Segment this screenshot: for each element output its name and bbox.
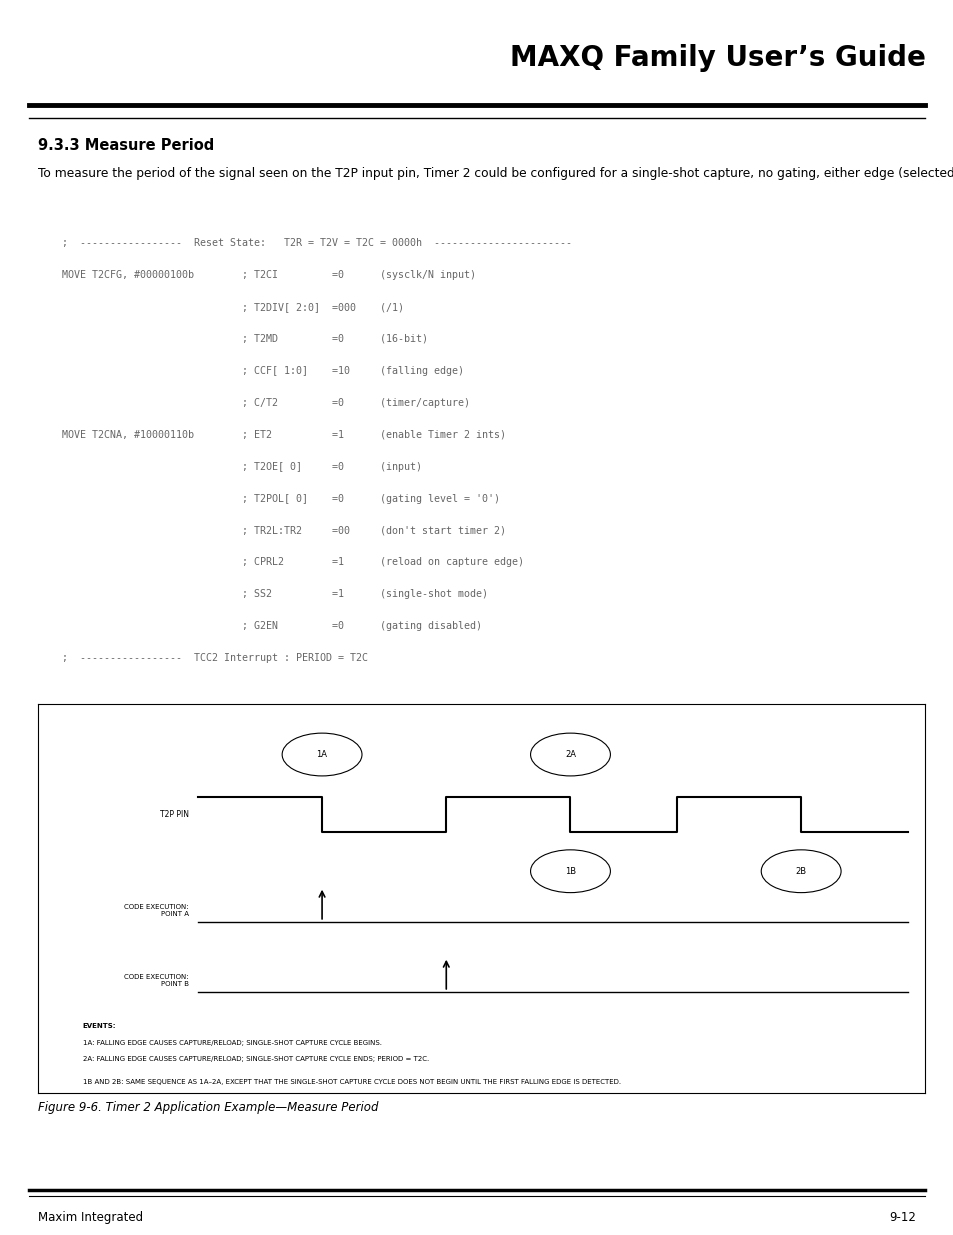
- Text: ; SS2          =1      (single-shot mode): ; SS2 =1 (single-shot mode): [38, 589, 488, 599]
- Text: 1A: FALLING EDGE CAUSES CAPTURE/RELOAD; SINGLE-SHOT CAPTURE CYCLE BEGINS.: 1A: FALLING EDGE CAUSES CAPTURE/RELOAD; …: [83, 1040, 381, 1046]
- Text: ; T2POL[ 0]    =0      (gating level = '0'): ; T2POL[ 0] =0 (gating level = '0'): [38, 494, 499, 504]
- Text: CODE EXECUTION:
POINT A: CODE EXECUTION: POINT A: [124, 904, 189, 916]
- Text: ; T2DIV[ 2:0]  =000    (/1): ; T2DIV[ 2:0] =000 (/1): [38, 301, 404, 312]
- Text: 2B: 2B: [795, 867, 806, 876]
- Text: 9-12: 9-12: [888, 1212, 915, 1224]
- Text: 1A: 1A: [316, 750, 327, 760]
- Text: 9.3.3 Measure Period: 9.3.3 Measure Period: [38, 138, 214, 153]
- Text: MAXQ Family User’s Guide: MAXQ Family User’s Guide: [509, 43, 924, 72]
- Text: MOVE T2CNA, #10000110b        ; ET2          =1      (enable Timer 2 ints): MOVE T2CNA, #10000110b ; ET2 =1 (enable …: [38, 430, 506, 440]
- Text: ; CCF[ 1:0]    =10     (falling edge): ; CCF[ 1:0] =10 (falling edge): [38, 366, 464, 375]
- Text: T2P PIN: T2P PIN: [160, 810, 189, 819]
- Text: ; C/T2         =0      (timer/capture): ; C/T2 =0 (timer/capture): [38, 398, 470, 408]
- Text: MOVE T2CFG, #00000100b        ; T2CI         =0      (sysclk/N input): MOVE T2CFG, #00000100b ; T2CI =0 (sysclk…: [38, 270, 476, 280]
- Text: ; G2EN         =0      (gating disabled): ; G2EN =0 (gating disabled): [38, 621, 481, 631]
- Text: To measure the period of the signal seen on the T2P input pin, Timer 2 could be : To measure the period of the signal seen…: [38, 167, 953, 180]
- Text: EVENTS:: EVENTS:: [83, 1023, 116, 1029]
- Text: ; T2OE[ 0]     =0      (input): ; T2OE[ 0] =0 (input): [38, 462, 422, 472]
- Text: ; CPRL2        =1      (reload on capture edge): ; CPRL2 =1 (reload on capture edge): [38, 557, 523, 567]
- Text: ; TR2L:TR2     =00     (don't start timer 2): ; TR2L:TR2 =00 (don't start timer 2): [38, 526, 506, 536]
- Text: ; T2MD         =0      (16-bit): ; T2MD =0 (16-bit): [38, 333, 428, 343]
- Text: 2A: FALLING EDGE CAUSES CAPTURE/RELOAD; SINGLE-SHOT CAPTURE CYCLE ENDS; PERIOD =: 2A: FALLING EDGE CAUSES CAPTURE/RELOAD; …: [83, 1056, 428, 1062]
- Text: ;  -----------------  TCC2 Interrupt : PERIOD = T2C: ; ----------------- TCC2 Interrupt : PER…: [38, 653, 368, 663]
- Text: 2A: 2A: [564, 750, 576, 760]
- Text: 1B AND 2B: SAME SEQUENCE AS 1A–2A, EXCEPT THAT THE SINGLE-SHOT CAPTURE CYCLE DOE: 1B AND 2B: SAME SEQUENCE AS 1A–2A, EXCEP…: [83, 1079, 620, 1086]
- Text: CODE EXECUTION:
POINT B: CODE EXECUTION: POINT B: [124, 973, 189, 987]
- Text: Figure 9-6. Timer 2 Application Example—Measure Period: Figure 9-6. Timer 2 Application Example—…: [38, 1102, 378, 1114]
- Text: ;  -----------------  Reset State:   T2R = T2V = T2C = 0000h  ------------------: ; ----------------- Reset State: T2R = T…: [38, 238, 572, 248]
- Text: 1B: 1B: [564, 867, 576, 876]
- Text: Maxim Integrated: Maxim Integrated: [38, 1212, 143, 1224]
